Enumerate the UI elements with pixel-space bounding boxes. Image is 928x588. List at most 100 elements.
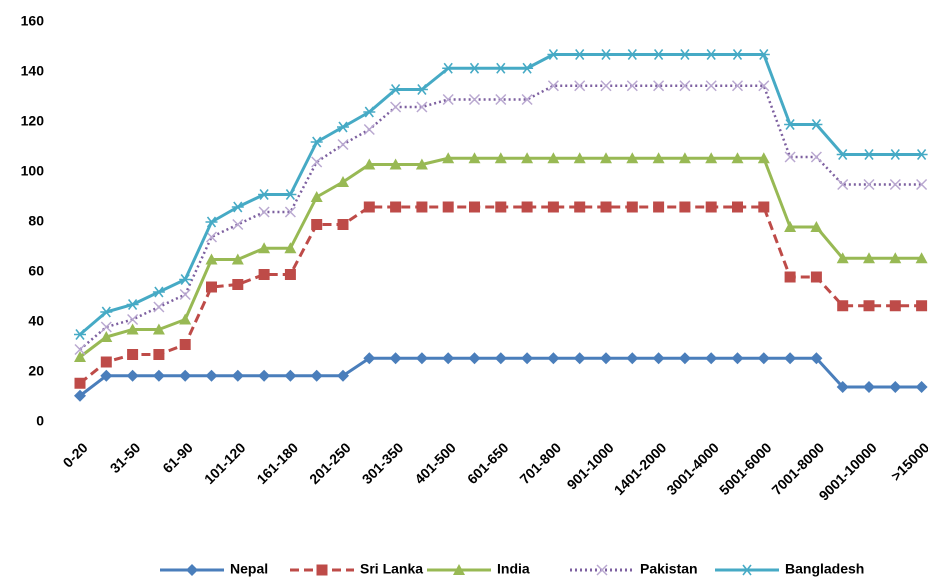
marker xyxy=(653,80,665,92)
marker xyxy=(179,288,191,301)
marker xyxy=(731,49,744,60)
marker xyxy=(442,152,455,164)
marker xyxy=(205,231,218,243)
marker xyxy=(284,189,297,200)
marker xyxy=(521,352,534,365)
marker xyxy=(600,80,612,92)
marker xyxy=(363,123,375,136)
marker xyxy=(415,158,428,170)
marker xyxy=(626,152,639,164)
marker xyxy=(574,201,586,213)
marker xyxy=(600,49,612,60)
x-tick-label: 901-1000 xyxy=(564,439,617,492)
x-tick-label: 401-500 xyxy=(411,439,459,487)
marker xyxy=(758,201,770,213)
y-tick-label: 60 xyxy=(28,263,44,279)
marker xyxy=(837,300,849,312)
marker xyxy=(810,271,822,283)
x-tick-label: 161-180 xyxy=(253,439,301,487)
marker xyxy=(521,201,533,213)
x-tick-label: 61-90 xyxy=(159,439,196,476)
marker xyxy=(626,49,639,60)
marker xyxy=(494,352,507,365)
marker xyxy=(652,152,665,164)
marker xyxy=(74,343,86,356)
marker xyxy=(100,356,112,368)
marker xyxy=(596,564,608,576)
marker xyxy=(284,242,297,254)
marker xyxy=(836,149,849,160)
marker xyxy=(705,80,717,92)
marker xyxy=(494,152,507,164)
marker xyxy=(258,206,270,218)
marker xyxy=(574,80,586,92)
marker xyxy=(757,352,770,365)
marker xyxy=(337,176,349,187)
marker xyxy=(310,369,323,382)
marker xyxy=(468,352,481,365)
x-tick-label: 0-20 xyxy=(60,439,91,470)
marker xyxy=(600,201,612,213)
marker xyxy=(127,349,139,360)
marker xyxy=(415,352,428,365)
marker xyxy=(258,369,271,382)
marker xyxy=(521,152,534,164)
legend-label: Pakistan xyxy=(640,561,698,577)
marker xyxy=(231,369,244,382)
marker xyxy=(757,49,770,60)
marker xyxy=(389,84,402,95)
marker xyxy=(363,106,376,118)
marker xyxy=(337,369,349,382)
marker xyxy=(678,49,691,60)
marker xyxy=(179,274,192,285)
marker xyxy=(837,178,849,191)
marker xyxy=(337,138,349,151)
marker xyxy=(810,221,823,232)
marker xyxy=(126,299,139,310)
marker xyxy=(889,149,902,160)
y-tick-label: 100 xyxy=(21,163,45,179)
marker xyxy=(863,381,875,393)
x-tick-label: 3001-4000 xyxy=(663,439,722,498)
marker xyxy=(415,84,428,95)
marker xyxy=(179,339,191,350)
marker xyxy=(469,201,480,213)
marker xyxy=(363,158,376,170)
y-tick-label: 40 xyxy=(28,313,44,329)
marker xyxy=(600,352,612,365)
legend-label: Bangladesh xyxy=(785,561,864,577)
marker xyxy=(731,152,744,164)
marker xyxy=(652,49,665,60)
marker xyxy=(784,221,797,232)
y-tick-label: 0 xyxy=(36,413,44,429)
x-tick-label: 601-650 xyxy=(464,439,512,487)
y-tick-label: 140 xyxy=(21,63,45,79)
marker xyxy=(916,300,928,312)
marker xyxy=(468,93,481,106)
marker xyxy=(784,352,797,365)
marker xyxy=(573,352,586,365)
marker xyxy=(205,216,218,228)
marker xyxy=(863,300,875,312)
x-tick-label: 701-800 xyxy=(516,439,564,487)
y-tick-label: 160 xyxy=(21,13,45,29)
marker xyxy=(547,352,560,365)
marker xyxy=(547,49,560,60)
marker xyxy=(127,313,139,326)
marker xyxy=(206,281,217,293)
marker xyxy=(74,351,86,362)
marker xyxy=(390,101,402,113)
marker xyxy=(705,49,718,60)
marker xyxy=(100,321,112,333)
marker xyxy=(495,201,507,213)
x-tick-label: 1401-2000 xyxy=(611,439,670,498)
marker xyxy=(152,369,165,382)
marker xyxy=(705,352,718,365)
marker xyxy=(74,377,86,389)
marker xyxy=(231,201,244,213)
marker xyxy=(232,218,244,231)
marker xyxy=(126,323,139,335)
marker xyxy=(416,201,428,213)
marker xyxy=(205,369,218,382)
marker xyxy=(311,156,323,168)
